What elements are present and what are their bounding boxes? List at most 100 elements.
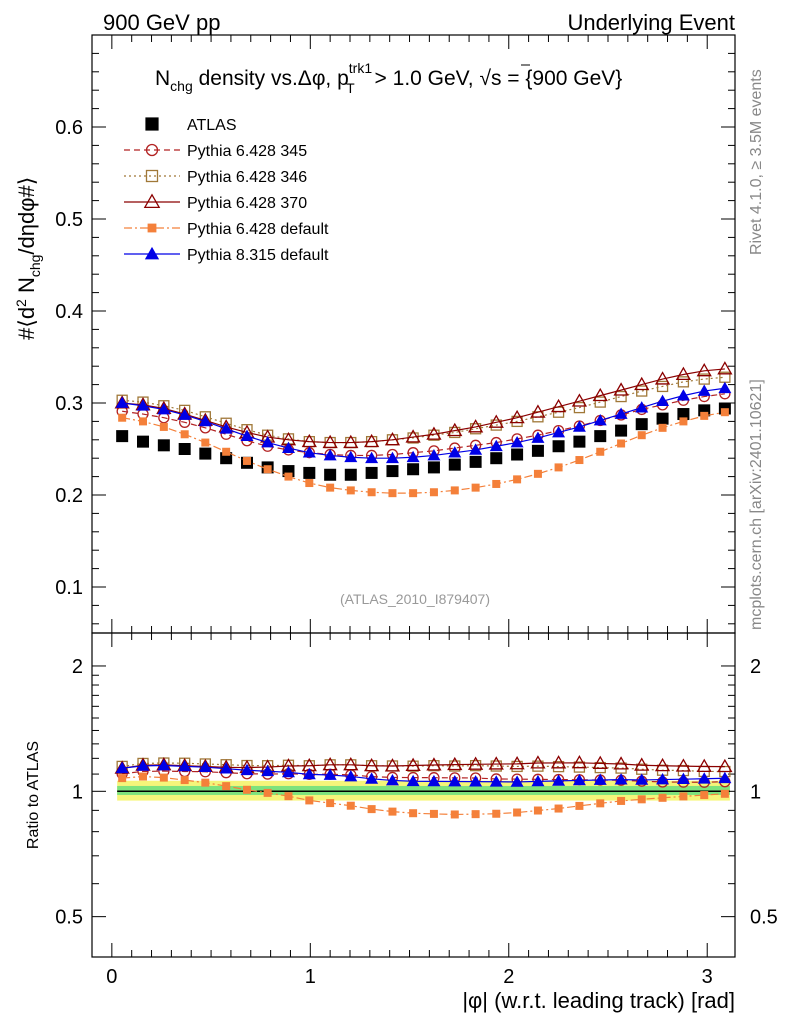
ratio-point-p370 — [426, 757, 442, 771]
data-point-p8 — [219, 422, 233, 434]
data-point-p346 — [677, 376, 690, 388]
data-point-atlas — [448, 458, 461, 471]
ratio-point-p8 — [697, 772, 711, 784]
ratio-point-p8 — [115, 761, 129, 774]
ratio-line-p345 — [122, 770, 725, 783]
data-point-p370 — [488, 414, 504, 428]
ratio-point-pdefault — [242, 785, 251, 794]
y-tick-label: 0.1 — [55, 577, 83, 599]
ratio-point-pdefault — [533, 806, 542, 815]
data-point-pdefault — [700, 411, 709, 420]
header-left: 900 GeV pp — [103, 10, 220, 35]
ratio-y-tick-label: 1 — [72, 781, 83, 803]
data-point-p8 — [261, 436, 275, 448]
data-point-atlas — [116, 430, 129, 443]
data-point-p8 — [198, 414, 212, 427]
data-point-p8 — [489, 439, 503, 452]
data-point-p346 — [511, 415, 523, 428]
data-point-p370 — [696, 362, 712, 377]
data-point-p370 — [467, 419, 484, 433]
data-point-pdefault — [554, 463, 563, 472]
data-point-p8 — [552, 425, 566, 438]
ratio-point-p370 — [550, 755, 567, 769]
data-point-pdefault — [679, 417, 688, 426]
data-point-pdefault — [326, 483, 335, 492]
data-point-pdefault — [263, 465, 272, 474]
data-point-p370 — [509, 409, 525, 424]
data-point-p346 — [656, 380, 669, 393]
data-point-atlas — [511, 448, 524, 461]
ratio-point-p8 — [178, 759, 192, 772]
y-tick-label: 0.3 — [55, 393, 83, 415]
ratio-point-p8 — [406, 774, 420, 787]
data-point-p346 — [594, 396, 606, 408]
data-point-p370 — [634, 376, 650, 391]
data-point-p370 — [343, 434, 359, 449]
main-axis-ticks: 0.1 0.2 0.3 0.4 0.5 0.6 — [55, 35, 735, 633]
ratio-point-pdefault — [429, 809, 438, 818]
ratio-point-p8 — [593, 773, 607, 785]
data-point-p370 — [364, 433, 380, 448]
x-tick-label: 3 — [702, 966, 713, 988]
legend-label-pdefault: Pythia 6.428 default — [187, 221, 329, 238]
data-point-p8 — [448, 446, 462, 458]
ratio-point-pdefault — [554, 804, 563, 813]
ratio-point-pdefault — [492, 809, 501, 818]
legend-label-p370: Pythia 6.428 370 — [187, 195, 307, 212]
data-point-p8 — [406, 450, 420, 463]
data-point-atlas — [324, 468, 337, 481]
ratio-point-pdefault — [139, 772, 148, 781]
data-point-p346 — [573, 401, 586, 414]
ratio-y-tick-label-right: 0.5 — [750, 907, 778, 929]
ratio-point-p370 — [509, 756, 525, 770]
ratio-line-p346 — [122, 762, 725, 773]
data-point-pdefault — [367, 488, 376, 497]
ratio-point-pdefault — [700, 791, 709, 800]
ratio-point-p8 — [676, 772, 690, 785]
title-pt-sub: T — [346, 80, 355, 96]
data-point-p8 — [427, 448, 441, 461]
data-point-p8 — [344, 450, 358, 463]
legend-marker-p346 — [145, 169, 159, 183]
ratio-point-p8 — [489, 775, 503, 787]
data-point-pdefault — [180, 430, 189, 439]
ratio-point-pdefault — [284, 792, 293, 801]
ratio-point-pdefault — [346, 801, 355, 810]
ratio-y-axis-label: Ratio to ATLAS — [25, 741, 42, 849]
data-point-pdefault — [492, 479, 501, 488]
ratio-point-p8 — [136, 759, 150, 771]
data-point-p8 — [635, 401, 649, 413]
ratio-point-pdefault — [471, 810, 480, 819]
title-sqrt: √ — [479, 67, 491, 90]
ratio-point-pdefault — [679, 792, 688, 801]
ratio-point-pdefault — [118, 774, 127, 783]
ratio-y-tick-label-right: 2 — [750, 656, 761, 678]
series-pdefault — [118, 408, 729, 498]
ratio-point-p370 — [571, 755, 588, 769]
title-prefix: N — [155, 67, 170, 90]
data-point-pdefault — [201, 438, 210, 447]
title-pt-sup: trk1 — [349, 60, 373, 76]
data-point-atlas — [303, 466, 316, 479]
legend: ATLAS Pythia 6.428 345 Pythia 6.428 346 Pyt… — [124, 117, 329, 264]
ratio-point-p8 — [635, 773, 649, 785]
ratio-point-p370 — [696, 758, 712, 772]
ratio-point-p8 — [718, 771, 732, 784]
data-point-pdefault — [139, 417, 148, 426]
plot-title: Nchg density vs.Δφ, ptrk1 T > 1.0 GeV, √s… — [155, 60, 622, 96]
data-point-atlas — [594, 430, 607, 443]
ratio-point-pdefault — [617, 796, 626, 805]
title-energy: = {900 GeV} — [501, 67, 622, 90]
data-point-pdefault — [637, 431, 646, 440]
data-point-p370 — [550, 398, 567, 413]
ratio-series-group — [114, 755, 733, 819]
data-point-p8 — [115, 396, 129, 408]
y-tick-label: 0.4 — [55, 301, 83, 323]
ratio-point-pdefault — [367, 805, 376, 814]
rivet-label: Rivet 4.1.0, ≥ 3.5M events — [748, 69, 765, 255]
data-point-p8 — [676, 389, 690, 401]
series-line-p370 — [122, 368, 725, 444]
ratio-point-pdefault — [513, 808, 522, 817]
ratio-point-pdefault — [180, 776, 189, 785]
